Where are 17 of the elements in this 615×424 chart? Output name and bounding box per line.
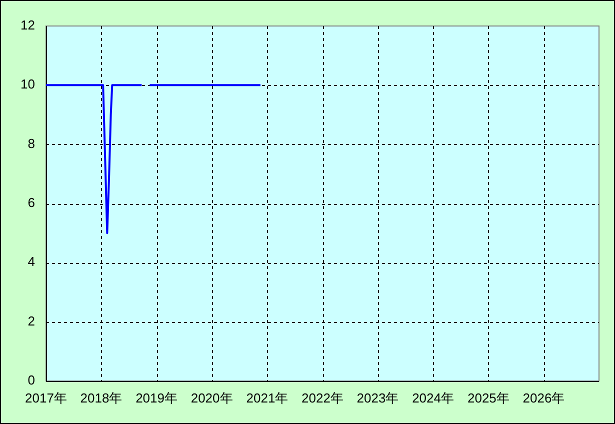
x-tick-label: 2022年 [302,390,344,406]
y-tick-label: 10 [20,76,35,92]
y-tick-label: 8 [28,136,35,151]
x-tick-label: 2018年 [80,390,122,406]
x-tick-label: 2020年 [190,390,233,406]
x-tick-label: 2021年 [246,390,288,406]
x-tick-label: 2024年 [412,390,454,406]
x-tick-label: 2019年 [136,390,178,406]
x-tick-label: 2023年 [356,390,399,406]
y-tick-label: 12 [20,17,35,32]
y-tick-label: 0 [28,372,35,388]
y-tick-label: 4 [28,254,35,270]
x-tick-label: 2025年 [468,390,510,406]
y-tick-label: 6 [28,194,35,210]
x-tick-label: 2026年 [522,390,565,406]
x-tick-label: 2017年 [25,390,67,406]
y-tick-label: 2 [28,313,35,328]
